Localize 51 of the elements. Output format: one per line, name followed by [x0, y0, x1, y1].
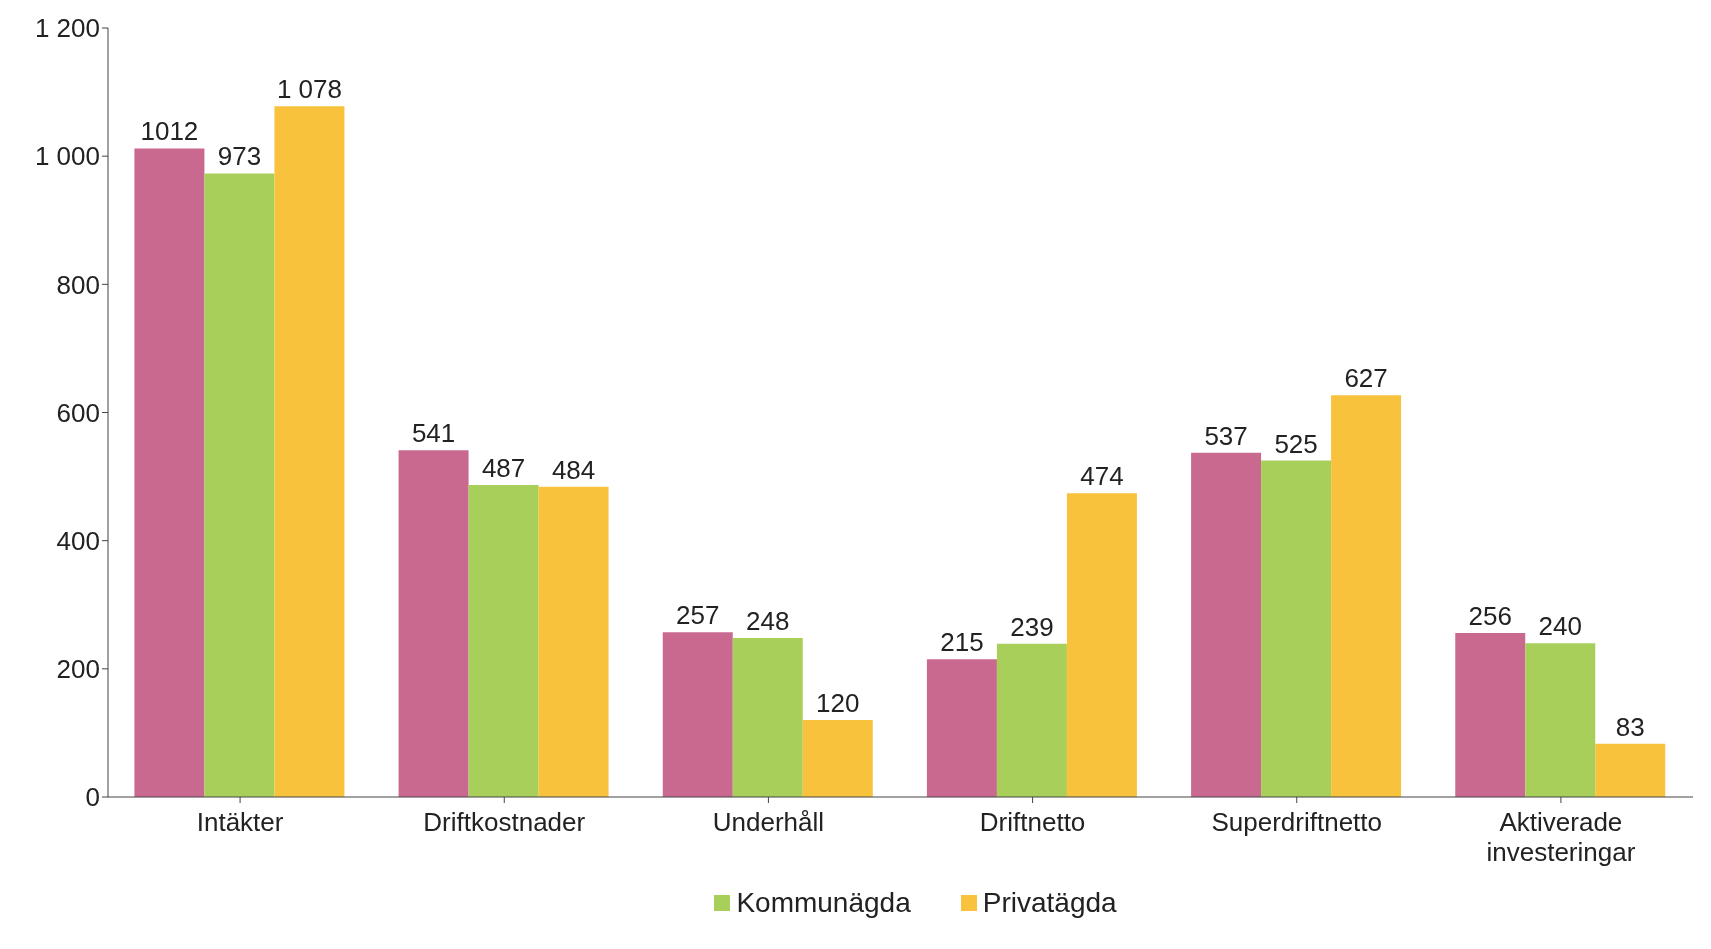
data-label: 487 — [481, 452, 526, 483]
x-tick-label: Superdriftnetto — [1211, 807, 1383, 837]
bar — [1525, 643, 1596, 797]
x-tick-label: Underhåll — [712, 807, 825, 837]
data-label: 83 — [1615, 711, 1645, 742]
x-tick-label: Aktiverade investeringar — [1486, 807, 1636, 867]
x-tick-label: Driftnetto — [979, 807, 1086, 837]
data-label: 541 — [411, 418, 456, 449]
data-label: 1012 — [140, 116, 199, 147]
bar — [274, 106, 345, 797]
data-label: 484 — [551, 454, 596, 485]
data-label: 239 — [1010, 611, 1054, 642]
legend-label: Privatägda — [982, 887, 1117, 919]
bar — [662, 632, 733, 797]
bar — [732, 638, 803, 797]
bar — [1595, 743, 1666, 797]
y-tick-label: 600 — [56, 397, 100, 428]
bar — [134, 148, 205, 797]
data-label: 120 — [816, 688, 860, 719]
bar — [398, 450, 469, 797]
y-tick-label: 400 — [56, 525, 100, 556]
data-label: 474 — [1080, 461, 1124, 492]
bar — [538, 486, 609, 797]
bar — [802, 720, 873, 797]
bar — [1066, 493, 1137, 797]
bar — [468, 484, 539, 797]
bar — [1191, 452, 1262, 797]
x-tick-label: Driftkostnader — [423, 807, 586, 837]
y-tick-label: 800 — [56, 269, 100, 300]
y-tick-label: 1 000 — [34, 141, 100, 172]
y-tick-label: 200 — [56, 654, 100, 685]
legend-label: Kommunägda — [736, 887, 911, 919]
data-label: 215 — [940, 627, 984, 658]
y-tick-label: 0 — [85, 782, 100, 813]
data-label: 248 — [746, 606, 790, 637]
data-label: 525 — [1274, 428, 1318, 459]
bar — [204, 173, 275, 797]
bar — [1331, 395, 1402, 797]
data-label: 627 — [1344, 363, 1388, 394]
bar — [996, 643, 1067, 797]
data-label: 537 — [1204, 420, 1248, 451]
bar — [1261, 460, 1332, 797]
data-label: 973 — [217, 141, 262, 172]
x-tick-label: Intäkter — [196, 807, 284, 837]
bar — [926, 659, 997, 797]
data-label: 257 — [676, 600, 720, 631]
data-label: 1 078 — [276, 74, 342, 105]
data-label: 256 — [1468, 600, 1512, 631]
data-label: 240 — [1538, 611, 1582, 642]
bar — [1455, 632, 1526, 797]
y-tick-label: 1 200 — [34, 13, 100, 44]
